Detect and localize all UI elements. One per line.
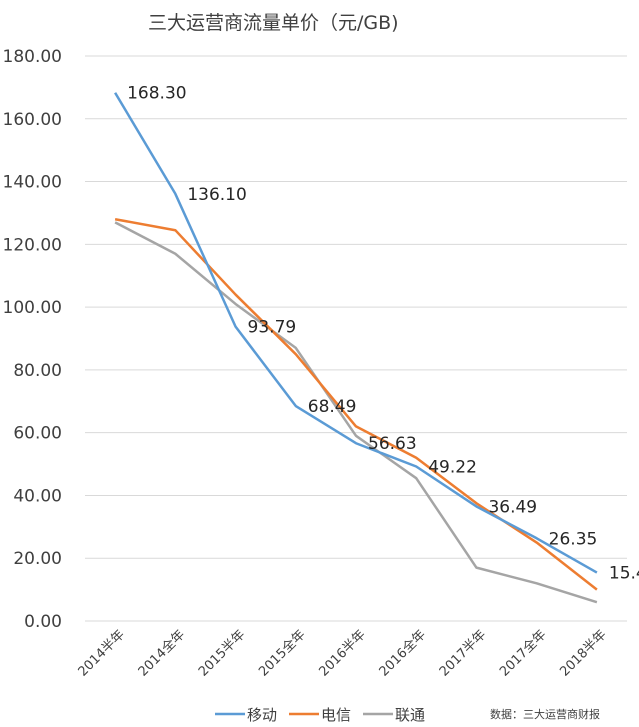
x-tick-label: 2017全年 — [496, 627, 549, 680]
y-tick-label: 0.00 — [24, 612, 62, 632]
legend-label: 移动 — [247, 706, 277, 724]
series-line-3 — [114, 221, 598, 604]
x-tick-label: 2015半年 — [196, 627, 248, 679]
data-label: 36.49 — [488, 497, 537, 517]
data-label: 93.79 — [248, 318, 297, 338]
chart-title: 三大运营商流量单价（元/GB) — [148, 12, 399, 34]
data-label: 68.49 — [308, 397, 357, 417]
y-tick-label: 120.00 — [3, 235, 62, 255]
x-tick-label: 2015全年 — [256, 627, 309, 680]
data-label: 26.35 — [549, 529, 598, 549]
data-label: 49.22 — [428, 458, 477, 478]
source-note: 数据：三大运营商财报 — [490, 708, 600, 721]
data-label: 136.10 — [187, 185, 246, 205]
y-tick-label: 60.00 — [13, 424, 62, 444]
y-tick-label: 100.00 — [3, 298, 62, 318]
y-tick-label: 20.00 — [13, 549, 62, 569]
y-tick-label: 140.00 — [3, 173, 62, 193]
y-tick-label: 160.00 — [3, 110, 62, 130]
x-tick-label: 2018半年 — [557, 627, 609, 679]
data-label: 56.63 — [368, 434, 417, 454]
series-line-1 — [114, 92, 598, 574]
legend-label: 联通 — [395, 706, 425, 724]
y-tick-label: 40.00 — [13, 486, 62, 506]
y-tick-label: 80.00 — [13, 361, 62, 381]
data-label: 168.30 — [127, 84, 186, 104]
data-label: 15.42 — [609, 564, 639, 584]
series-line-2 — [114, 217, 598, 591]
x-tick-label: 2017半年 — [437, 627, 489, 679]
legend-label: 电信 — [321, 706, 351, 724]
x-tick-label: 2016半年 — [316, 627, 368, 679]
x-tick-label: 2014半年 — [76, 627, 128, 679]
x-tick-label: 2016全年 — [376, 627, 429, 680]
x-tick-label: 2014全年 — [135, 627, 188, 680]
y-tick-label: 180.00 — [3, 47, 62, 67]
